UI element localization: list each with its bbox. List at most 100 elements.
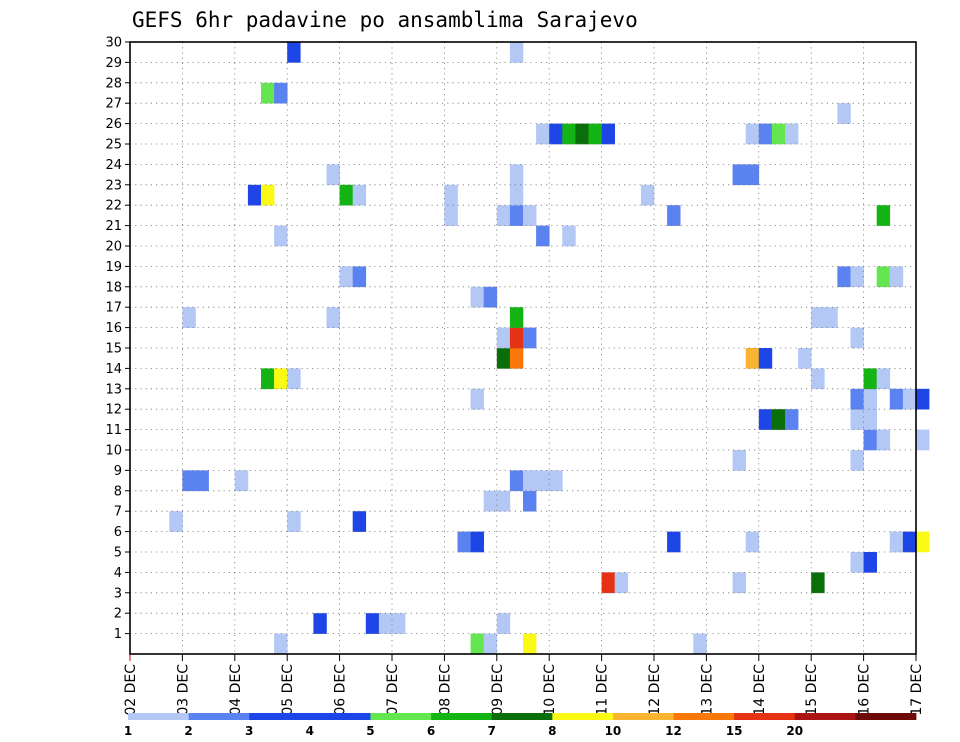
heat-cell: [785, 123, 799, 145]
heat-cell: [470, 633, 484, 655]
heat-cell: [496, 348, 511, 369]
legend-label: 4: [306, 724, 314, 738]
heat-cell: [326, 307, 340, 328]
y-tick-label: 28: [105, 76, 122, 91]
x-tick-label: 05 DEC: [280, 664, 296, 716]
heat-cell: [509, 327, 524, 349]
heat-cell: [745, 164, 760, 186]
heat-cell: [352, 511, 367, 532]
y-axis: 1234567891011121314151617181920212223242…: [105, 36, 130, 642]
heat-cell: [916, 531, 930, 553]
y-tick-label: 26: [105, 117, 122, 132]
heat-cell: [352, 184, 367, 206]
y-tick-label: 16: [105, 321, 122, 336]
x-tick-label: 10 DEC: [542, 664, 558, 716]
heat-cell: [667, 205, 681, 226]
x-tick-label: 17 DEC: [909, 664, 925, 716]
heat-cell: [483, 286, 498, 308]
heat-cell: [889, 531, 904, 553]
legend-label: 7: [488, 724, 496, 738]
heat-cell: [274, 368, 288, 390]
heat-cell: [523, 633, 537, 655]
heat-cell: [916, 388, 930, 410]
heat-cell: [850, 450, 864, 471]
heat-cell: [483, 633, 498, 655]
legend-swatch: [309, 713, 371, 720]
heat-cell: [667, 531, 681, 553]
heat-cell: [745, 123, 760, 145]
heat-cell: [902, 531, 917, 553]
heat-cell: [509, 348, 524, 369]
legend: 1 2 3 4 5 6 7 8 10 12 15 20: [124, 713, 917, 738]
x-tick-label: 02 DEC: [123, 664, 139, 716]
heat-cell: [549, 123, 563, 145]
heat-cell: [195, 470, 209, 492]
x-tick-label: 16 DEC: [857, 664, 873, 716]
x-tick-label: 09 DEC: [490, 664, 506, 716]
legend-swatch: [249, 713, 311, 720]
heat-cell: [182, 470, 196, 492]
heat-cell: [523, 490, 537, 512]
heat-cell: [523, 205, 537, 226]
heat-cell: [523, 470, 537, 492]
legend-swatch: [188, 713, 250, 720]
heat-cell: [549, 470, 563, 492]
heat-cell: [523, 327, 537, 349]
heat-cell: [483, 490, 498, 512]
heat-cell: [811, 368, 825, 390]
legend-label: 3: [245, 724, 253, 738]
y-tick-label: 6: [114, 525, 122, 540]
heat-cell: [732, 450, 746, 471]
y-tick-label: 13: [105, 382, 122, 397]
heat-cell: [798, 348, 812, 369]
heat-cell: [732, 572, 746, 594]
heat-cell: [785, 409, 799, 430]
heat-cell: [876, 429, 891, 451]
heat-cell: [863, 409, 877, 430]
heat-cell: [496, 327, 511, 349]
heat-cell: [313, 613, 327, 634]
heat-cell: [287, 42, 301, 63]
heat-cell: [863, 388, 877, 410]
legend-swatch: [794, 713, 856, 720]
x-tick-label: 13 DEC: [699, 664, 715, 716]
x-tick-label: 04 DEC: [228, 664, 244, 716]
y-tick-label: 24: [105, 158, 122, 173]
y-tick-label: 18: [105, 280, 122, 295]
heat-cell: [261, 368, 275, 390]
heat-cell: [745, 348, 760, 369]
heat-cell: [509, 164, 524, 186]
y-tick-label: 27: [105, 97, 122, 112]
heat-cell: [850, 327, 864, 349]
y-tick-label: 12: [105, 403, 122, 418]
y-tick-label: 30: [105, 36, 122, 51]
heat-cell: [850, 388, 864, 410]
legend-swatch: [673, 713, 735, 720]
heat-cell: [247, 184, 262, 206]
heat-cell: [509, 470, 524, 492]
y-tick-label: 20: [105, 240, 122, 255]
heat-cell: [837, 266, 851, 288]
legend-label: 10: [605, 724, 622, 738]
heat-cell: [824, 307, 838, 328]
heat-cell: [496, 490, 511, 512]
heat-cell: [876, 205, 891, 226]
heat-cell: [850, 552, 864, 573]
heat-cell: [287, 511, 301, 532]
heat-cell: [916, 429, 930, 451]
legend-label: 6: [427, 724, 435, 738]
legend-swatch: [855, 713, 917, 720]
y-tick-label: 1: [114, 627, 122, 642]
heat-cell: [509, 42, 524, 63]
grid-layer: [130, 42, 916, 654]
y-tick-label: 5: [114, 546, 122, 561]
y-tick-label: 3: [114, 586, 122, 601]
y-tick-label: 15: [105, 342, 122, 357]
heat-cell: [745, 531, 760, 553]
chart-title: GEFS 6hr padavine po ansamblima Sarajevo: [132, 8, 638, 32]
x-tick-label: 15 DEC: [804, 664, 820, 716]
y-tick-label: 2: [114, 607, 122, 622]
heat-cell: [470, 388, 484, 410]
heat-cell: [601, 572, 615, 594]
